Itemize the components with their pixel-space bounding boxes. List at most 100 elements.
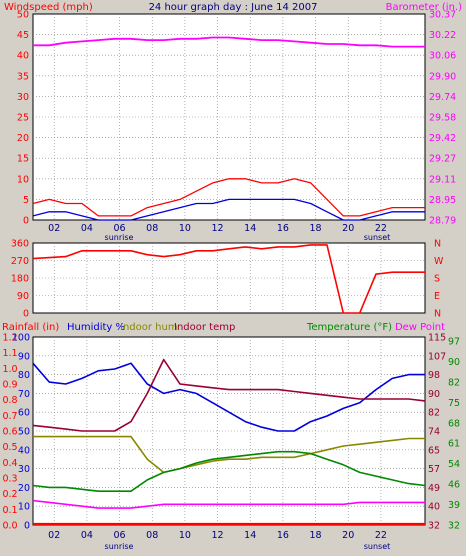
x-tick-label: 02: [48, 530, 60, 541]
x-tick-label: 16: [277, 223, 289, 234]
y-tick-label: 90: [18, 351, 30, 362]
x-tick-label: 10: [179, 530, 191, 541]
y-tick-label: 0: [23, 216, 29, 227]
y-tick-label: 360: [11, 239, 29, 250]
y-tick-label: 28.95: [429, 195, 456, 206]
y-tick-label: 61: [448, 439, 460, 450]
y-tick-label: 30: [18, 464, 30, 475]
x-tick-label: 06: [114, 530, 126, 541]
x-tick-label: 20: [342, 530, 354, 541]
y-tick-label: 29.74: [429, 92, 456, 103]
y-tick-label: 75: [448, 398, 460, 409]
y-tick-label: 60: [18, 408, 30, 419]
chart-title: 24 hour graph day : June 14 2007: [149, 2, 318, 13]
indoor-hum-label: Indoor hum: [120, 322, 178, 333]
indoor-hum-line: [33, 435, 425, 474]
sunrise-label-bottom: sunrise: [105, 542, 134, 551]
y-tick-label: 30: [17, 92, 29, 103]
sunset-label-bottom: sunset: [364, 542, 391, 551]
y-tick-label: E: [434, 291, 440, 302]
y-tick-label: 40: [428, 502, 440, 513]
y-tick-label: 50: [18, 427, 30, 438]
y-tick-label: 90: [17, 291, 29, 302]
climate-x-ticks: 02 04 06 08 10 12 14 16 18 20 22: [48, 530, 387, 541]
direction-grid: [33, 243, 425, 313]
y-tick-label: 82: [448, 377, 460, 388]
y-tick-label: 0.7: [2, 411, 17, 422]
y-tick-label: 20: [17, 133, 29, 144]
humidity-y-ticks: 0 10 20 30 40 50 60 70 80 90 100: [12, 333, 30, 532]
temperature-label: Temperature (°F): [306, 322, 392, 333]
x-tick-label: 04: [81, 530, 93, 541]
indoor-temp-y-ticks: 32 40 49 57 65 74 82 90 98 107 115: [428, 333, 446, 532]
y-tick-label: 54: [448, 459, 460, 470]
temperature-y-ticks: 32 39 46 54 61 68 75 82 90 97: [448, 337, 460, 532]
sunrise-label-top: sunrise: [105, 233, 134, 242]
y-tick-label: 10: [18, 502, 30, 513]
y-tick-label: 20: [18, 483, 30, 494]
gust-line: [32, 178, 425, 217]
y-tick-label: 49: [428, 483, 440, 494]
x-tick-label: 08: [146, 530, 158, 541]
direction-y-ticks: 360 270 180 90 0: [11, 239, 29, 320]
y-tick-label: W: [434, 256, 444, 267]
y-tick-label: 46: [448, 480, 460, 491]
humidity-line: [32, 362, 425, 432]
y-tick-label: 32: [448, 521, 460, 532]
y-tick-label: 29.27: [429, 154, 456, 165]
y-tick-label: 25: [17, 113, 29, 124]
y-tick-label: 65: [428, 445, 440, 456]
y-tick-label: 0.2: [2, 489, 17, 500]
y-tick-label: 30.06: [429, 51, 456, 62]
x-tick-label: 04: [81, 223, 93, 234]
y-tick-label: 0.5: [2, 442, 17, 453]
y-tick-label: 80: [18, 370, 30, 381]
wind-direction-line: [32, 244, 425, 314]
y-tick-label: 90: [448, 357, 460, 368]
y-tick-label: 0.9: [2, 380, 17, 391]
y-tick-label: 0.0: [2, 521, 17, 532]
y-tick-label: 115: [428, 333, 446, 344]
climate-series: [32, 358, 426, 526]
x-tick-label: 08: [146, 223, 158, 234]
y-tick-label: 0.6: [2, 427, 17, 438]
windspeed-line: [32, 198, 425, 221]
wind-y-ticks: 0 5 10 15 20 25 30 35 40 45 50: [17, 10, 29, 227]
windspeed-axis-label: Windspeed (mph): [4, 2, 93, 13]
y-tick-label: 57: [428, 464, 440, 475]
y-tick-label: 1.0: [2, 364, 17, 375]
y-tick-label: 0.1: [2, 505, 17, 516]
y-tick-label: 0.3: [2, 474, 17, 485]
x-tick-label: 16: [277, 530, 289, 541]
x-tick-label: 14: [244, 530, 256, 541]
x-tick-label: 12: [212, 530, 224, 541]
y-tick-label: 90: [428, 389, 440, 400]
y-tick-label: 45: [17, 30, 29, 41]
y-tick-label: 10: [17, 174, 29, 185]
x-tick-label: 06: [114, 223, 126, 234]
x-tick-label: 18: [310, 223, 322, 234]
y-tick-label: N: [434, 239, 441, 250]
x-tick-label: 14: [244, 223, 256, 234]
y-tick-label: 70: [18, 389, 30, 400]
barometer-line: [33, 36, 425, 48]
y-tick-label: 1.2: [2, 333, 17, 344]
y-tick-label: N: [434, 309, 441, 320]
y-tick-label: 30.22: [429, 30, 456, 41]
barometer-y-ticks: 28.79 28.95 29.11 29.27 29.42 29.58 29.74 29.90…: [429, 10, 456, 227]
y-tick-label: 29.90: [429, 71, 456, 82]
wind-series: [32, 36, 425, 221]
y-tick-label: 1.1: [2, 348, 17, 359]
y-tick-label: 50: [17, 10, 29, 21]
y-tick-label: 40: [18, 445, 30, 456]
y-tick-label: 39: [448, 500, 460, 511]
x-tick-label: 12: [212, 223, 224, 234]
direction-series: [32, 244, 425, 314]
y-tick-label: 30.37: [429, 10, 456, 21]
y-tick-label: 0: [23, 309, 29, 320]
y-tick-label: 29.42: [429, 133, 456, 144]
y-tick-label: 15: [17, 154, 29, 165]
rainfall-label: Rainfall (in): [2, 322, 59, 333]
